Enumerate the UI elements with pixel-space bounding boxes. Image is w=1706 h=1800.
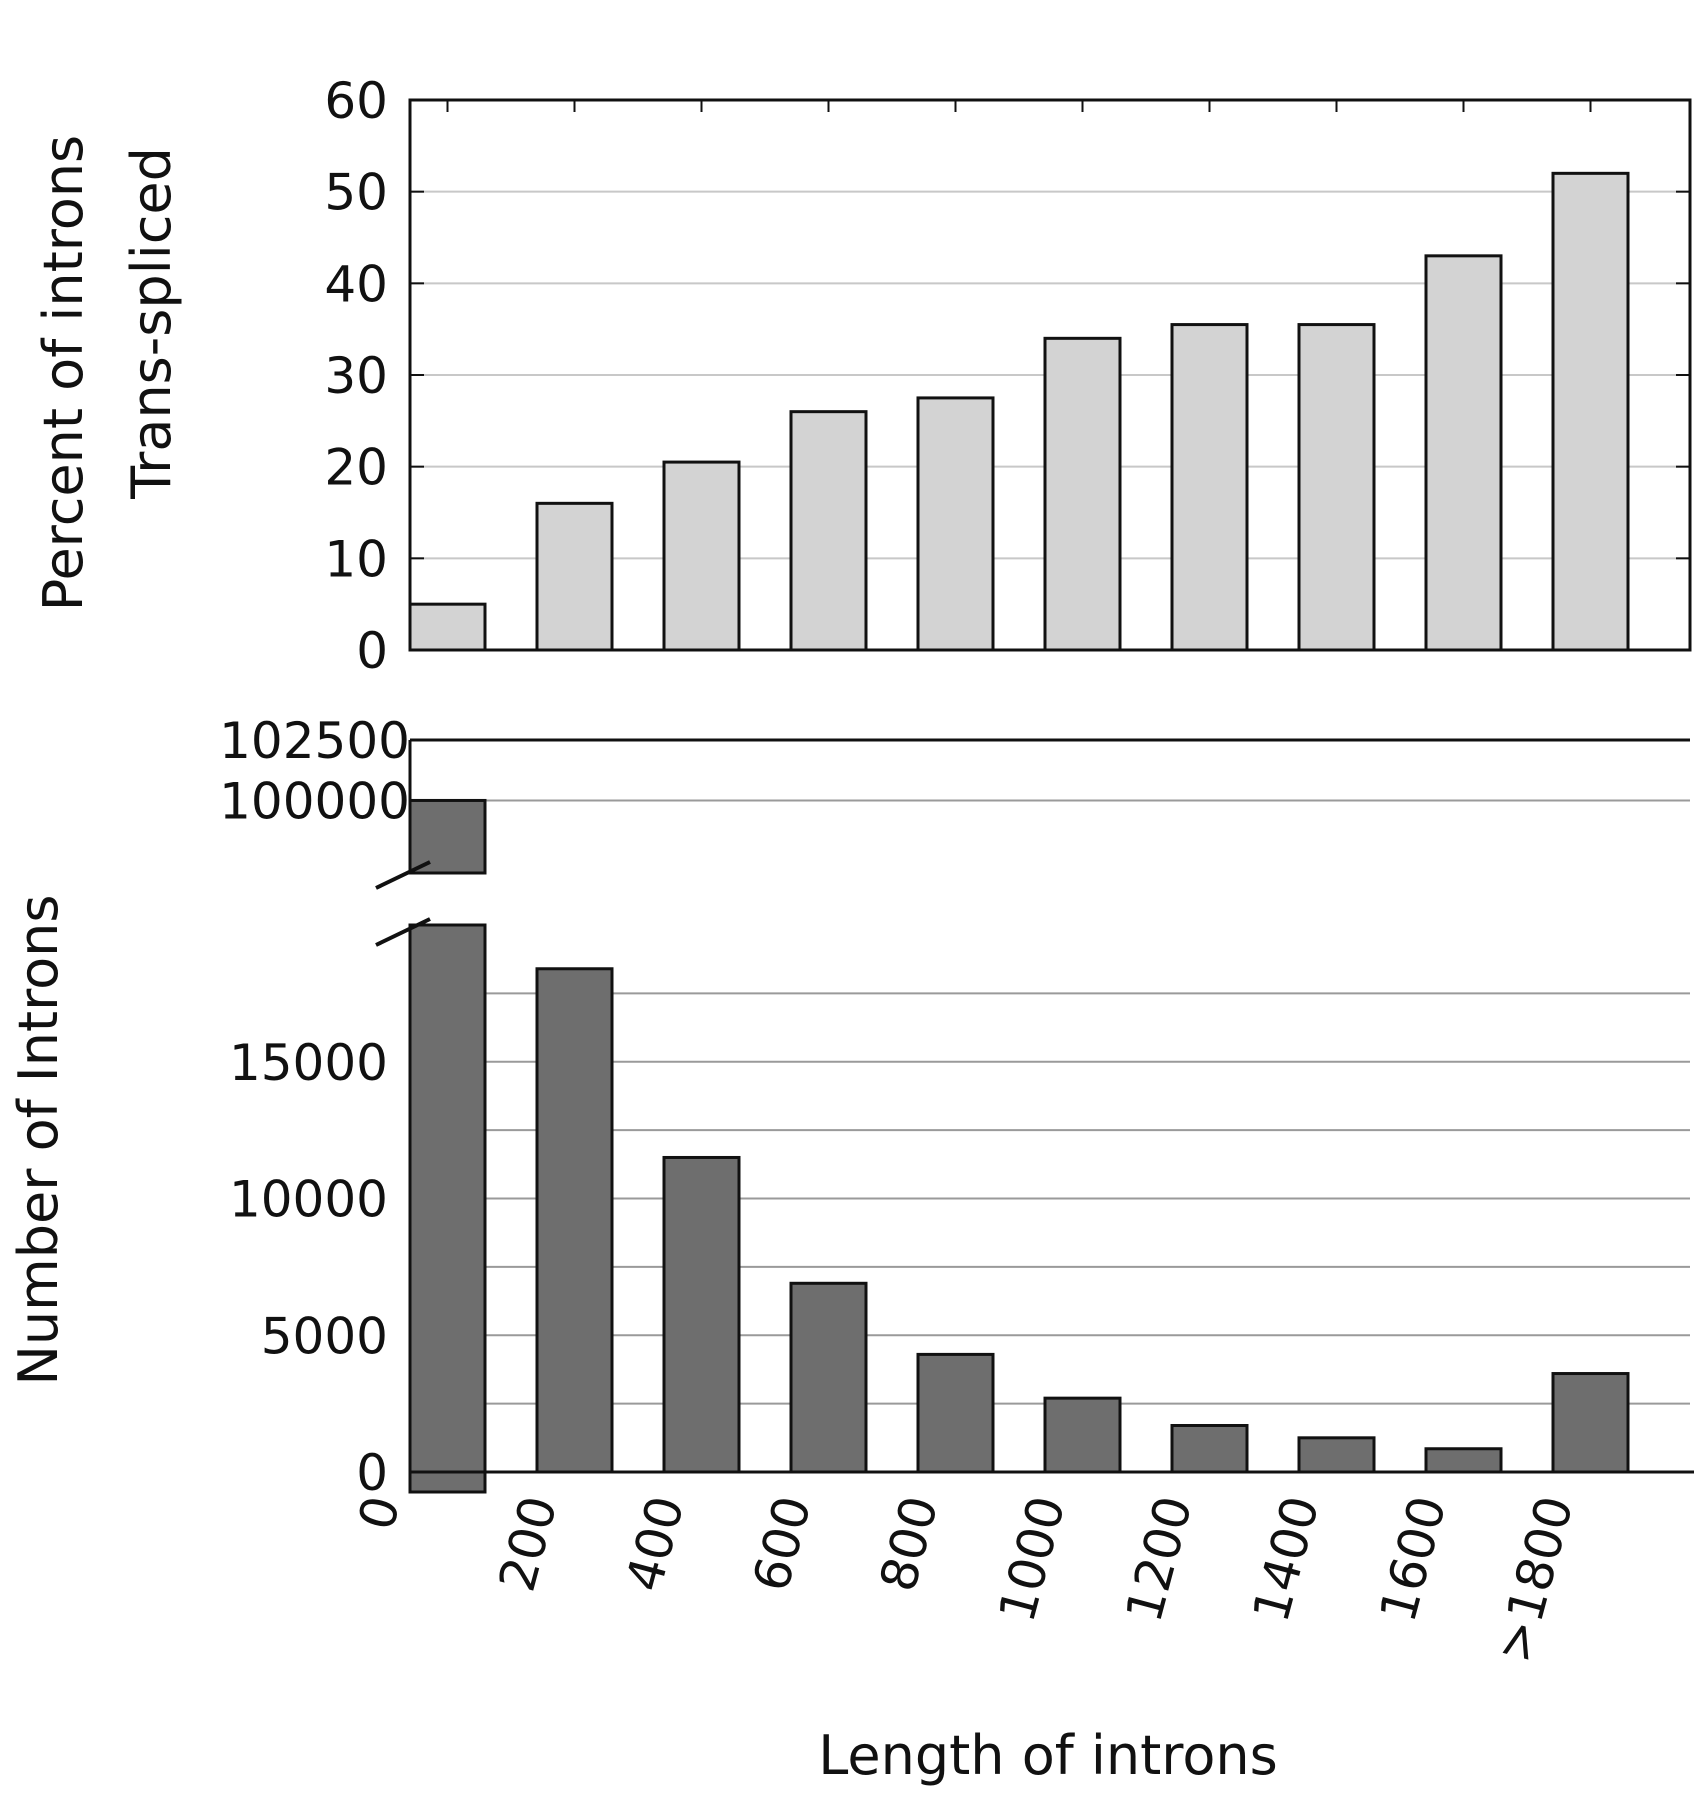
top-bar bbox=[1043, 336, 1122, 652]
bottom-y-tick-label: 10000 bbox=[229, 1171, 388, 1229]
top-bars bbox=[408, 171, 1630, 652]
bottom-bar bbox=[1297, 1436, 1376, 1474]
top-y-axis-title-line1: Percent of introns bbox=[32, 135, 95, 611]
top-y-tick-label: 0 bbox=[356, 622, 388, 680]
bottom-bar bbox=[662, 1155, 741, 1474]
top-bar bbox=[535, 501, 614, 652]
top-y-tick-label: 30 bbox=[324, 347, 388, 405]
bottom-bar-upper-segment bbox=[408, 798, 487, 875]
bottom-y-tick-label: 0 bbox=[356, 1444, 388, 1502]
top-bar bbox=[1297, 323, 1376, 652]
bottom-bar bbox=[408, 923, 487, 1494]
bottom-bar bbox=[789, 1281, 868, 1474]
bottom-y-tick-label: 5000 bbox=[261, 1307, 388, 1365]
axis-break-mark-upper bbox=[375, 860, 431, 890]
top-bar bbox=[408, 602, 487, 652]
top-bar bbox=[916, 396, 995, 652]
bottom-y-tick-label-upper: 100000 bbox=[219, 772, 410, 830]
bottom-bar bbox=[1043, 1396, 1122, 1474]
bottom-bar bbox=[916, 1352, 995, 1474]
bottom-y-tick-label: 15000 bbox=[229, 1034, 388, 1092]
bottom-y-tick-label-upper: 102500 bbox=[219, 712, 410, 770]
bottom-bar bbox=[1551, 1372, 1630, 1474]
top-y-tick-label: 20 bbox=[324, 439, 388, 497]
top-y-tick-label: 10 bbox=[324, 530, 388, 588]
top-y-tick-label: 60 bbox=[324, 72, 388, 130]
top-bar bbox=[662, 460, 741, 652]
bottom-x-ticks: 0 200 400 600 800 1000 1200 1400 1600 >1800 bbox=[347, 1490, 1584, 1668]
bottom-axes bbox=[375, 738, 1694, 1474]
top-bar bbox=[789, 410, 868, 652]
top-bar bbox=[1551, 171, 1630, 652]
top-y-tick-label: 50 bbox=[324, 164, 388, 222]
bottom-x-axis-title: Length of introns bbox=[818, 1724, 1277, 1787]
bottom-y-axis-title: Number of Introns bbox=[7, 894, 70, 1385]
top-y-axis-title-line2: Trans-spliced bbox=[120, 147, 183, 500]
bottom-bar bbox=[535, 967, 614, 1474]
bottom-bar bbox=[1170, 1424, 1249, 1474]
top-bar bbox=[1170, 323, 1249, 652]
top-panel: 0 10 20 30 40 50 60 Percent of introns Trans-s… bbox=[32, 72, 1692, 680]
top-y-ticks: 0 10 20 30 40 50 60 bbox=[324, 72, 1690, 680]
axis-break-mark-lower bbox=[375, 917, 431, 947]
top-y-tick-label: 40 bbox=[324, 255, 388, 313]
bottom-bar bbox=[1424, 1447, 1503, 1474]
top-bar bbox=[1424, 254, 1503, 652]
